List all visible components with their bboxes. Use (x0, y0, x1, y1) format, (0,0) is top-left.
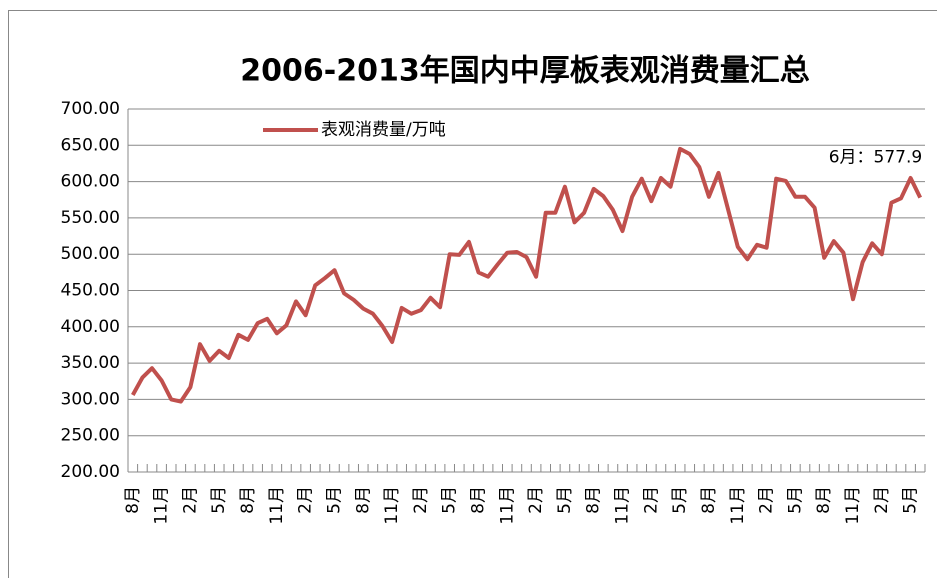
x-tick-label: 8月 (814, 486, 834, 514)
y-tick-label: 400.00 (61, 317, 120, 337)
x-tick-label: 11月 (382, 486, 402, 525)
x-tick-label: 8月 (238, 486, 258, 514)
x-tick-label: 5月 (555, 486, 575, 514)
y-tick-label: 700.00 (61, 99, 120, 119)
y-tick-label: 600.00 (61, 172, 120, 192)
x-tick-label: 2月 (180, 486, 200, 514)
x-tick-label: 5月 (209, 486, 229, 514)
y-tick-label: 350.00 (61, 353, 120, 373)
x-tick-label: 11月 (152, 486, 172, 525)
x-tick-label: 11月 (843, 486, 863, 525)
x-tick-label: 8月 (353, 486, 373, 514)
x-tick-label: 5月 (785, 486, 805, 514)
y-tick-label: 250.00 (61, 426, 120, 446)
x-tick-label: 2月 (757, 486, 777, 514)
x-tick-label: 5月 (324, 486, 344, 514)
chart-title: 2006-2013年国内中厚板表观消费量汇总 (240, 54, 809, 89)
x-tick-label: 8月 (699, 486, 719, 514)
data-label: 6月：577.9 (829, 148, 922, 168)
x-tick-label: 2月 (872, 486, 892, 514)
x-tick-label: 2月 (641, 486, 661, 514)
y-tick-label: 300.00 (61, 389, 120, 409)
chart-frame (8, 10, 937, 578)
line-series (131, 146, 922, 404)
x-tick-label: 8月 (123, 486, 143, 514)
x-tick-label: 2月 (296, 486, 316, 514)
y-tick-label: 450.00 (61, 281, 120, 301)
x-tick-label: 5月 (901, 486, 921, 514)
x-tick-label: 8月 (584, 486, 604, 514)
legend-label: 表观消费量/万吨 (321, 120, 446, 140)
x-tick-label: 11月 (497, 486, 517, 525)
x-tick-label: 8月 (468, 486, 488, 514)
x-tick-label: 11月 (613, 486, 633, 525)
x-tick-label: 5月 (440, 486, 460, 514)
x-tick-label: 2月 (526, 486, 546, 514)
x-tick-label: 5月 (670, 486, 690, 514)
x-tick-label: 11月 (728, 486, 748, 525)
y-tick-label: 500.00 (61, 244, 120, 264)
y-tick-label: 650.00 (61, 135, 120, 155)
y-tick-label: 200.00 (61, 462, 120, 482)
x-tick-label: 11月 (267, 486, 287, 525)
x-tick-label: 2月 (411, 486, 431, 514)
y-tick-label: 550.00 (61, 208, 120, 228)
